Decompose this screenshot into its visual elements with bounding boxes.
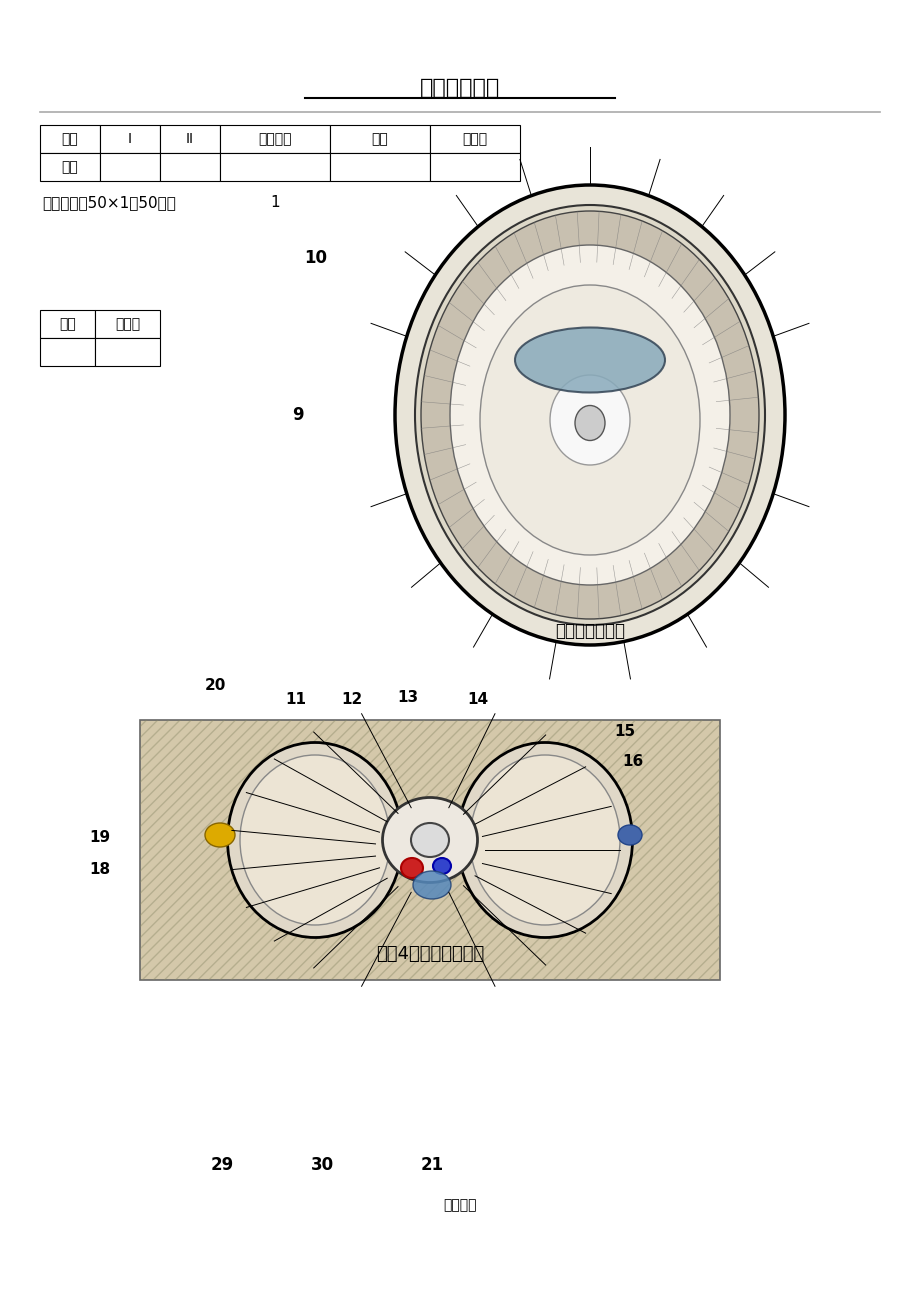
Text: 29: 29: [210, 1156, 233, 1174]
Ellipse shape: [515, 328, 664, 392]
Bar: [140, 720, 720, 980]
Text: 1: 1: [269, 195, 279, 210]
Bar: [330, 125, 429, 154]
Text: 16: 16: [621, 754, 643, 769]
Bar: [40, 125, 100, 154]
Ellipse shape: [457, 742, 632, 937]
Text: 19: 19: [89, 831, 110, 845]
Ellipse shape: [449, 245, 729, 585]
Ellipse shape: [401, 858, 423, 878]
Text: 11: 11: [285, 693, 306, 707]
Text: 10: 10: [304, 249, 327, 267]
Ellipse shape: [414, 204, 765, 625]
Ellipse shape: [550, 375, 630, 465]
Text: 标本考试: 标本考试: [258, 132, 291, 146]
Text: 21: 21: [420, 1156, 443, 1174]
Ellipse shape: [413, 871, 450, 898]
Text: 15: 15: [614, 724, 635, 740]
Bar: [140, 720, 720, 980]
Text: 18: 18: [89, 862, 110, 878]
Bar: [95, 310, 160, 339]
Ellipse shape: [240, 755, 390, 924]
Text: 统分人: 统分人: [462, 132, 487, 146]
Ellipse shape: [227, 742, 403, 937]
Text: 断层解剖试卷: 断层解剖试卷: [419, 78, 500, 98]
Bar: [40, 154, 100, 181]
Text: 得分: 得分: [62, 160, 78, 174]
Ellipse shape: [421, 211, 758, 618]
Ellipse shape: [480, 285, 699, 555]
Text: 经内囊的横断面: 经内囊的横断面: [554, 622, 624, 641]
Ellipse shape: [394, 185, 784, 644]
Bar: [429, 154, 519, 181]
Text: 一．填图（50×1＝50分）: 一．填图（50×1＝50分）: [42, 195, 176, 210]
Bar: [95, 339, 160, 366]
Text: 8: 8: [544, 583, 555, 602]
Text: 9: 9: [292, 406, 303, 424]
Text: 总分: 总分: [371, 132, 388, 146]
Ellipse shape: [382, 798, 477, 883]
Text: 17: 17: [581, 885, 602, 901]
Bar: [40, 310, 95, 339]
Bar: [330, 154, 429, 181]
Ellipse shape: [411, 823, 448, 857]
Ellipse shape: [470, 755, 619, 924]
Text: 14: 14: [467, 693, 488, 707]
Text: 精心整理: 精心整理: [443, 1198, 476, 1212]
Ellipse shape: [574, 405, 605, 440]
Bar: [429, 125, 519, 154]
Ellipse shape: [618, 825, 641, 845]
Text: 13: 13: [397, 690, 418, 706]
Bar: [220, 154, 330, 181]
Text: 得分: 得分: [59, 316, 75, 331]
Text: 20: 20: [204, 677, 225, 693]
Bar: [100, 154, 160, 181]
Bar: [160, 154, 220, 181]
Bar: [40, 339, 95, 366]
Bar: [160, 125, 220, 154]
Text: I: I: [128, 132, 131, 146]
Text: 评卷人: 评卷人: [115, 316, 140, 331]
Text: II: II: [186, 132, 194, 146]
Text: 经第4胸椎体的横断层: 经第4胸椎体的横断层: [376, 945, 483, 963]
Text: 题号: 题号: [62, 132, 78, 146]
Text: 12: 12: [341, 693, 362, 707]
Ellipse shape: [433, 858, 450, 874]
Bar: [100, 125, 160, 154]
Bar: [220, 125, 330, 154]
Ellipse shape: [205, 823, 234, 848]
Text: 30: 30: [310, 1156, 334, 1174]
